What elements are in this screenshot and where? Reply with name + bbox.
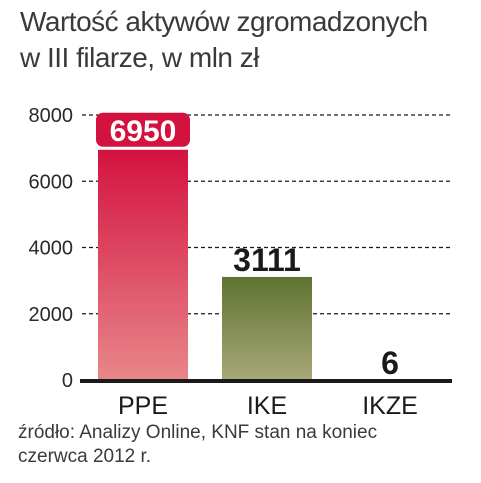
value-label-badge-ppe xyxy=(96,112,190,147)
source-note: źródło: Analizy Online, KNF stan na koni… xyxy=(18,421,468,469)
category-labels: PPE IKE IKZE xyxy=(118,392,418,420)
value-label-ike: 3111 xyxy=(233,242,301,278)
bar-ike xyxy=(222,276,312,380)
bars xyxy=(98,149,435,380)
category-label-ike: IKE xyxy=(247,392,287,420)
category-label-ppe: PPE xyxy=(118,392,168,420)
category-label-ikze: IKZE xyxy=(362,392,418,420)
y-tick-label-0: 0 xyxy=(62,370,73,392)
chart-title-line-2: w III filarze, w mln zł xyxy=(20,42,259,73)
chart-title-line-1: Wartość aktywów zgromadzonych xyxy=(20,6,428,37)
value-label-ppe: 6950 xyxy=(110,115,177,148)
y-axis-ticks: 0 2000 4000 6000 8000 xyxy=(29,105,74,392)
y-tick-label-8000: 8000 xyxy=(29,105,74,127)
y-tick-label-4000: 4000 xyxy=(29,238,74,260)
source-line-2: czerwca 2012 r. xyxy=(18,446,152,467)
value-labels: 6950 3111 6 xyxy=(96,112,399,381)
value-label-ikze: 6 xyxy=(381,345,399,381)
bar-ppe xyxy=(98,149,188,380)
chart-title: Wartość aktywów zgromadzonych w III fila… xyxy=(20,4,470,76)
source-line-1: źródło: Analizy Online, KNF stan na koni… xyxy=(18,422,378,443)
y-tick-label-6000: 6000 xyxy=(29,171,74,193)
y-tick-label-2000: 2000 xyxy=(29,304,74,326)
